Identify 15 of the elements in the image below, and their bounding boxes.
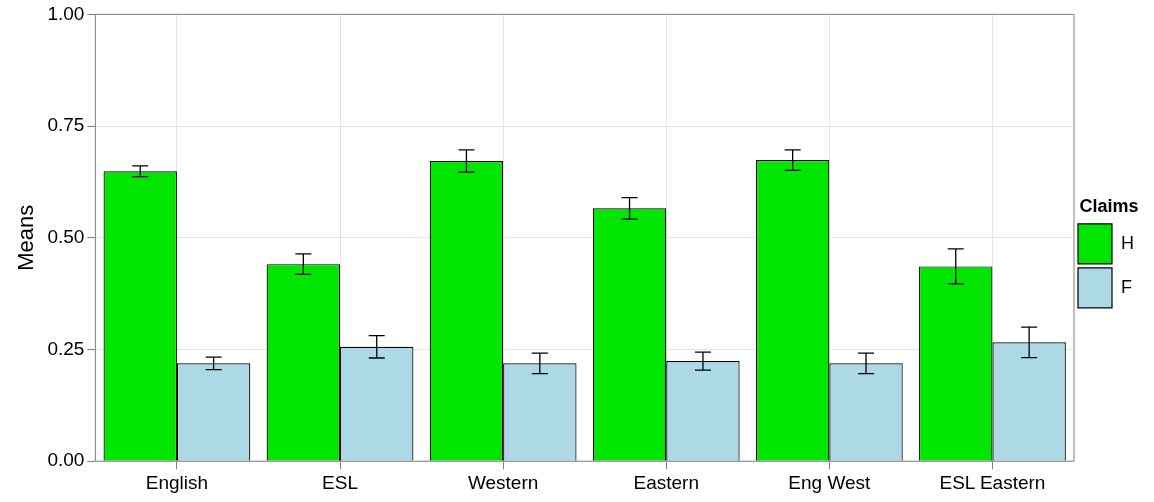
x-tick-label: ESL	[322, 471, 358, 493]
x-tick-label: Western	[467, 471, 539, 493]
y-axis-title: Means	[13, 204, 39, 271]
y-tick-label: 0.00	[47, 449, 85, 471]
x-tick-label: Eastern	[633, 471, 699, 493]
legend-label: F	[1121, 276, 1132, 297]
x-tick-label: ESL Eastern	[939, 471, 1046, 493]
legend-label: H	[1121, 232, 1134, 253]
y-tick-label: 1.00	[47, 2, 85, 24]
legend-title: Claims	[1079, 196, 1139, 217]
y-tick-label: 0.50	[47, 226, 85, 248]
x-tick-label: Eng West	[788, 471, 872, 493]
x-tick-label: English	[145, 471, 209, 493]
y-tick-label: 0.25	[47, 337, 85, 359]
y-tick-label: 0.75	[47, 114, 85, 136]
